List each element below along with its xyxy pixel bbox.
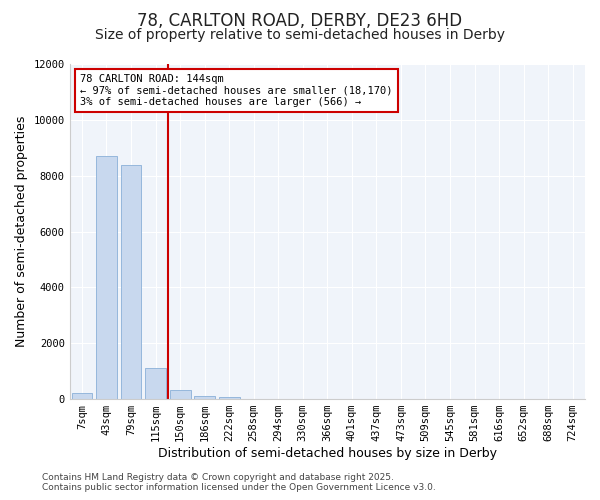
Bar — [194, 396, 215, 399]
Bar — [121, 164, 142, 399]
Bar — [96, 156, 117, 399]
Bar — [170, 390, 191, 399]
Text: 78 CARLTON ROAD: 144sqm
← 97% of semi-detached houses are smaller (18,170)
3% of: 78 CARLTON ROAD: 144sqm ← 97% of semi-de… — [80, 74, 392, 108]
Text: Size of property relative to semi-detached houses in Derby: Size of property relative to semi-detach… — [95, 28, 505, 42]
Y-axis label: Number of semi-detached properties: Number of semi-detached properties — [15, 116, 28, 347]
Text: 78, CARLTON ROAD, DERBY, DE23 6HD: 78, CARLTON ROAD, DERBY, DE23 6HD — [137, 12, 463, 30]
Bar — [145, 368, 166, 399]
Text: Contains HM Land Registry data © Crown copyright and database right 2025.
Contai: Contains HM Land Registry data © Crown c… — [42, 473, 436, 492]
Bar — [219, 398, 239, 399]
X-axis label: Distribution of semi-detached houses by size in Derby: Distribution of semi-detached houses by … — [158, 447, 497, 460]
Bar — [71, 394, 92, 399]
